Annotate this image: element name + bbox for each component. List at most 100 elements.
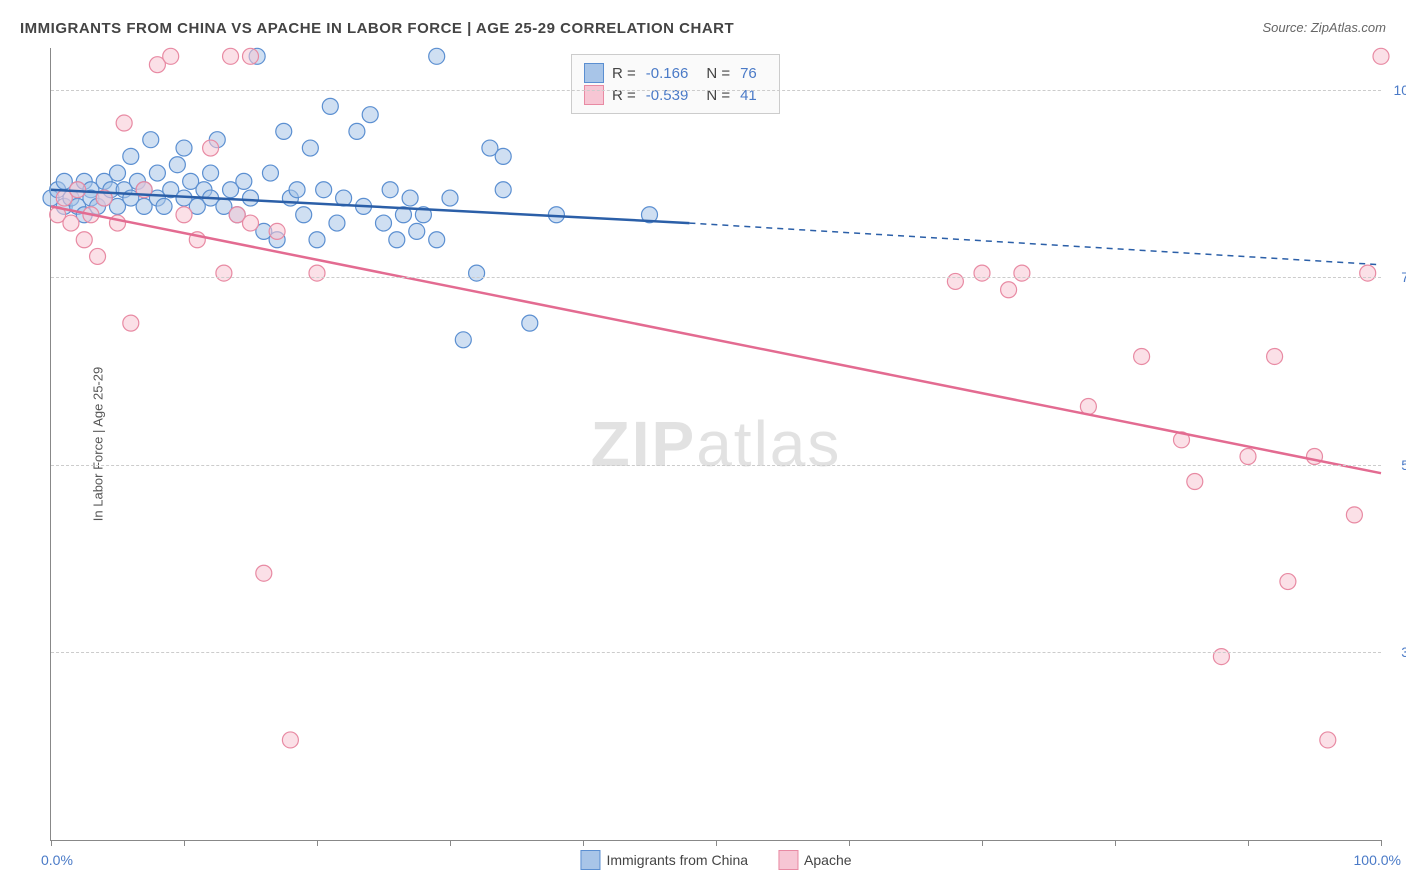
data-point [169, 157, 185, 173]
data-point [974, 265, 990, 281]
r-label: R = [612, 65, 636, 82]
legend-swatch [584, 85, 604, 105]
data-point [243, 48, 259, 64]
x-axis-min-label: 0.0% [41, 852, 73, 868]
data-point [376, 215, 392, 231]
x-tick [1248, 840, 1249, 846]
x-tick [51, 840, 52, 846]
data-point [362, 107, 378, 123]
data-point [322, 98, 338, 114]
x-tick [184, 840, 185, 846]
data-point [442, 190, 458, 206]
data-point [156, 198, 172, 214]
data-point [1187, 474, 1203, 490]
data-point [282, 732, 298, 748]
data-point [302, 140, 318, 156]
gridline [51, 465, 1381, 466]
data-point [1320, 732, 1336, 748]
data-point [243, 215, 259, 231]
data-point [1240, 449, 1256, 465]
legend-label: Immigrants from China [606, 852, 748, 868]
data-point [1346, 507, 1362, 523]
chart-plot-area: In Labor Force | Age 25-29 ZIPatlas R =-… [50, 48, 1381, 841]
n-label: N = [706, 65, 730, 82]
data-point [1014, 265, 1030, 281]
x-axis-max-label: 100.0% [1354, 852, 1401, 868]
data-point [63, 215, 79, 231]
gridline [51, 90, 1381, 91]
data-point [495, 148, 511, 164]
data-point [1373, 48, 1389, 64]
y-tick-label: 100.0% [1394, 82, 1406, 98]
x-tick [1115, 840, 1116, 846]
r-value: -0.166 [646, 65, 689, 82]
data-point [216, 265, 232, 281]
data-point [262, 165, 278, 181]
data-point [1267, 348, 1283, 364]
data-point [469, 265, 485, 281]
chart-title: IMMIGRANTS FROM CHINA VS APACHE IN LABOR… [20, 20, 734, 37]
data-point [256, 565, 272, 581]
x-tick [849, 840, 850, 846]
data-point [1001, 282, 1017, 298]
x-tick [583, 840, 584, 846]
data-point [1213, 649, 1229, 665]
data-point [149, 165, 165, 181]
data-point [402, 190, 418, 206]
data-point [1280, 574, 1296, 590]
data-point [143, 132, 159, 148]
x-tick [982, 840, 983, 846]
data-point [223, 48, 239, 64]
data-point [349, 123, 365, 139]
data-point [110, 165, 126, 181]
data-point [522, 315, 538, 331]
data-point [236, 173, 252, 189]
legend-item: Apache [778, 850, 851, 870]
n-value: 76 [740, 65, 757, 82]
data-point [1134, 348, 1150, 364]
data-point [163, 48, 179, 64]
data-point [429, 48, 445, 64]
gridline [51, 277, 1381, 278]
data-point [203, 165, 219, 181]
y-tick-label: 32.5% [1401, 644, 1406, 660]
data-point [76, 232, 92, 248]
stats-legend-row: R =-0.539N =41 [584, 85, 767, 105]
legend-swatch [580, 850, 600, 870]
data-point [409, 223, 425, 239]
y-tick-label: 55.0% [1401, 457, 1406, 473]
data-point [947, 273, 963, 289]
data-point [329, 215, 345, 231]
data-point [123, 315, 139, 331]
x-tick [1381, 840, 1382, 846]
data-point [289, 182, 305, 198]
scatter-svg [51, 48, 1381, 840]
legend-swatch [778, 850, 798, 870]
trend-line-extrapolated [689, 223, 1381, 265]
data-point [309, 232, 325, 248]
data-point [90, 248, 106, 264]
data-point [495, 182, 511, 198]
data-point [276, 123, 292, 139]
data-point [316, 182, 332, 198]
legend-label: Apache [804, 852, 851, 868]
stats-legend-box: R = -0.166 N = 76 R =-0.539N =41 [571, 54, 780, 114]
legend-swatch [584, 63, 604, 83]
data-point [429, 232, 445, 248]
data-point [455, 332, 471, 348]
data-point [176, 140, 192, 156]
data-point [1080, 398, 1096, 414]
data-point [243, 190, 259, 206]
data-point [1360, 265, 1376, 281]
data-point [269, 223, 285, 239]
trend-line [51, 206, 1381, 473]
y-tick-label: 77.5% [1401, 269, 1406, 285]
source-attribution: Source: ZipAtlas.com [1262, 20, 1386, 35]
data-point [116, 115, 132, 131]
data-point [123, 148, 139, 164]
x-tick [450, 840, 451, 846]
data-point [309, 265, 325, 281]
gridline [51, 652, 1381, 653]
source-label: Source: [1262, 20, 1310, 35]
data-point [296, 207, 312, 223]
